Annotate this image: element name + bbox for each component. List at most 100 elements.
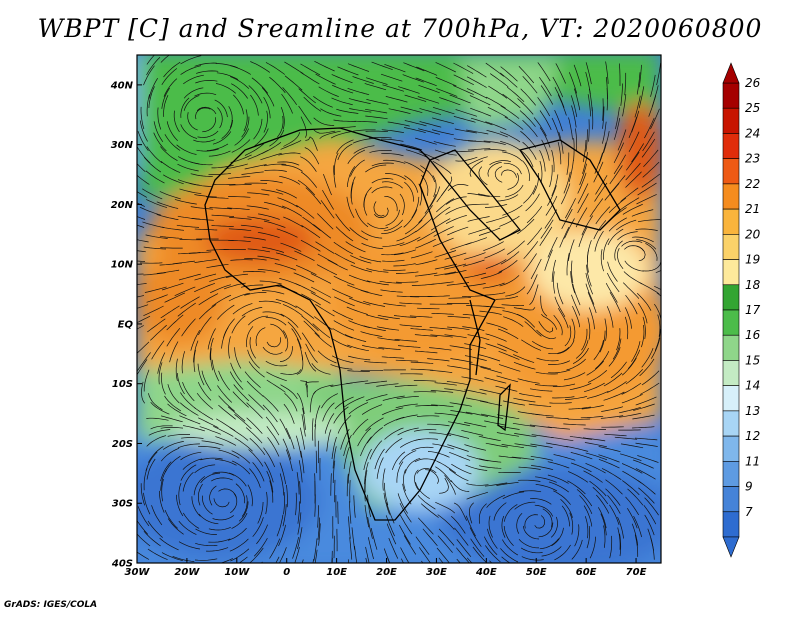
- streamline: [644, 497, 659, 516]
- streamline: [435, 62, 456, 73]
- streamline: [638, 86, 645, 109]
- streamline: [399, 193, 405, 216]
- streamline: [589, 536, 596, 559]
- streamline: [598, 446, 621, 453]
- streamline: [620, 443, 644, 449]
- streamline: [456, 547, 470, 563]
- streamline: [495, 295, 519, 300]
- streamline: [365, 115, 388, 120]
- streamline: [147, 318, 166, 333]
- streamline: [160, 55, 170, 63]
- streamline: [522, 525, 540, 540]
- streamline: [202, 495, 213, 515]
- streamline: [287, 321, 302, 340]
- streamline: [657, 314, 661, 337]
- streamline: [243, 109, 248, 132]
- streamline: [464, 272, 487, 279]
- streamline: [334, 152, 339, 175]
- streamline: [252, 462, 265, 482]
- streamline: [554, 110, 563, 132]
- streamline: [516, 313, 536, 328]
- streamline: [244, 143, 265, 156]
- streamline: [180, 124, 198, 139]
- streamline: [520, 88, 536, 106]
- streamline: [176, 373, 185, 395]
- streamline: [450, 410, 473, 415]
- streamline: [143, 530, 161, 547]
- streamline: [418, 128, 440, 135]
- streamline: [604, 183, 620, 201]
- streamline: [499, 215, 520, 227]
- streamline: [366, 268, 389, 273]
- streamline: [573, 88, 581, 111]
- streamline: [247, 149, 269, 160]
- streamline: [370, 528, 378, 550]
- streamline: [229, 538, 249, 552]
- streamline: [349, 480, 351, 503]
- streamline: [315, 241, 335, 254]
- streamline: [394, 384, 418, 387]
- streamline: [586, 525, 590, 549]
- streamline: [454, 527, 469, 546]
- streamline: [488, 515, 493, 538]
- streamline: [635, 396, 657, 406]
- streamline: [137, 283, 147, 285]
- streamline: [373, 201, 385, 217]
- streamline: [386, 523, 397, 545]
- streamline: [584, 442, 607, 448]
- streamline: [494, 166, 503, 183]
- streamline: [436, 547, 450, 563]
- streamline: [369, 440, 383, 460]
- streamline: [490, 73, 509, 88]
- streamline: [365, 557, 368, 563]
- streamline: [246, 380, 264, 397]
- streamline: [563, 372, 586, 381]
- streamline: [137, 295, 144, 298]
- streamline: [576, 489, 593, 507]
- streamline: [637, 219, 661, 223]
- streamline: [631, 143, 645, 163]
- streamline: [600, 513, 607, 536]
- streamline: [357, 427, 372, 447]
- streamline: [583, 505, 593, 527]
- streamline: [404, 457, 421, 474]
- streamline: [485, 259, 507, 270]
- streamline: [397, 493, 408, 514]
- streamline: [427, 358, 450, 362]
- streamline: [137, 533, 151, 547]
- colorbar-swatch: [722, 82, 740, 109]
- streamline: [194, 62, 217, 67]
- streamline: [143, 305, 164, 317]
- streamline: [469, 160, 483, 177]
- streamline: [301, 332, 315, 352]
- streamline: [367, 537, 374, 560]
- streamline: [524, 514, 538, 529]
- streamline: [282, 330, 289, 352]
- streamline: [137, 551, 150, 560]
- colorbar-swatch: [722, 410, 740, 437]
- streamline: [414, 334, 438, 337]
- streamline: [568, 471, 588, 483]
- streamline: [248, 315, 269, 326]
- streamline: [285, 428, 295, 450]
- streamline: [550, 516, 558, 538]
- streamline: [523, 253, 537, 272]
- streamline: [518, 539, 540, 549]
- streamline: [279, 418, 291, 439]
- streamline: [263, 110, 268, 133]
- streamline: [196, 106, 217, 115]
- streamline: [295, 283, 316, 294]
- streamline: [139, 120, 148, 142]
- streamline: [399, 514, 413, 535]
- streamline: [572, 347, 589, 365]
- streamline: [291, 328, 302, 349]
- streamline: [572, 283, 581, 306]
- streamline: [400, 547, 410, 563]
- streamline: [317, 350, 337, 364]
- streamline: [337, 415, 352, 434]
- streamline: [198, 293, 219, 306]
- streamline: [249, 547, 264, 563]
- streamline: [373, 207, 389, 218]
- streamline: [363, 448, 372, 470]
- streamline: [560, 499, 573, 518]
